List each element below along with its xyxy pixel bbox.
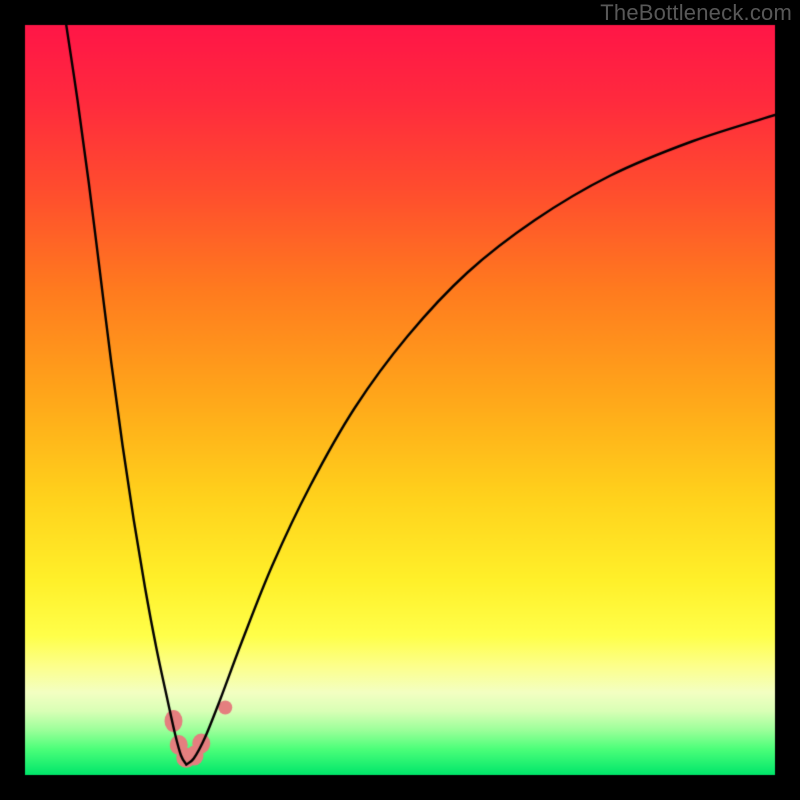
bottleneck-chart-canvas [0,0,800,800]
chart-stage: TheBottleneck.com [0,0,800,800]
